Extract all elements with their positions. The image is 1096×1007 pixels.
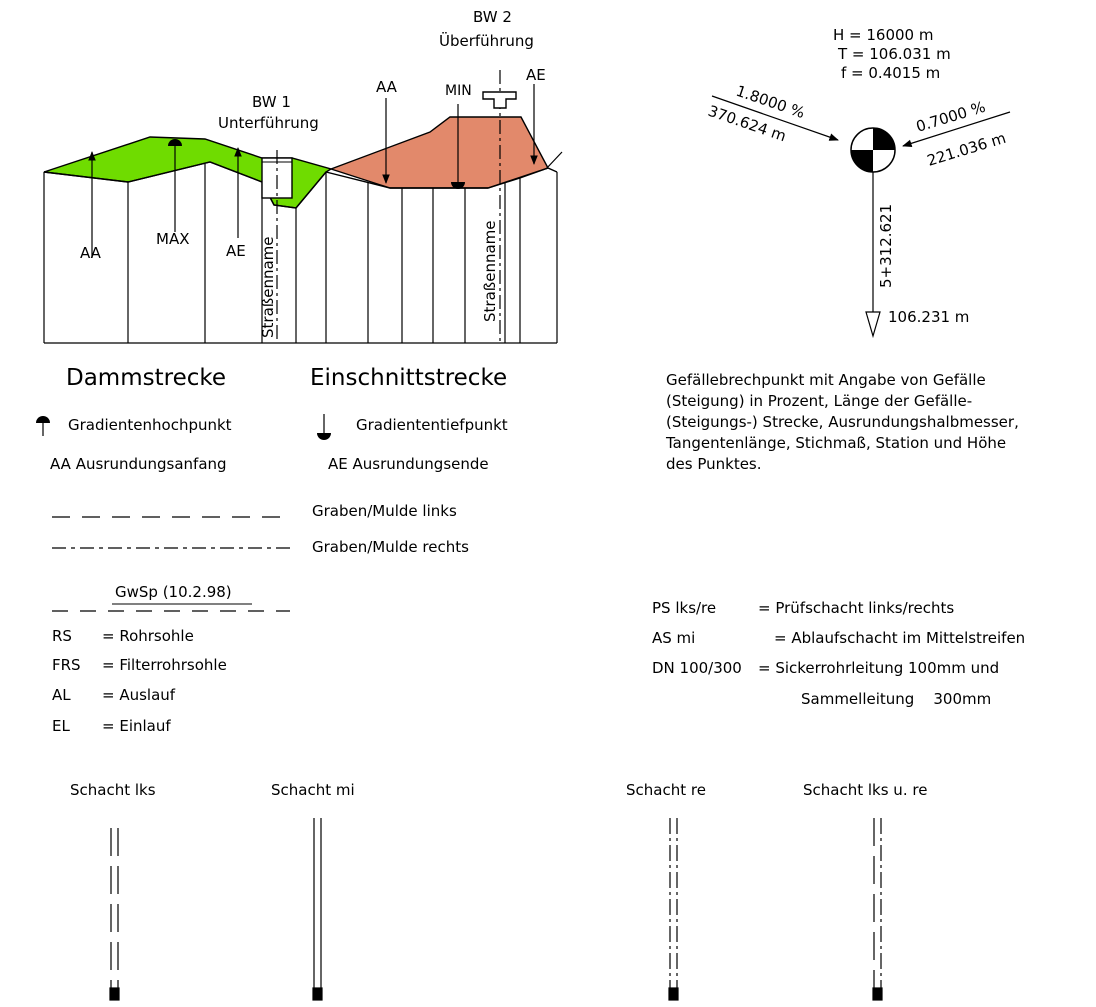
label-schacht-lks: Schacht lks [70,781,156,799]
label-f: f = 0.4015 m [841,64,940,82]
schacht-mi-symbol [312,818,323,1001]
label-height: 106.231 m [888,308,969,326]
abbrev-value: = Einlauf [102,717,171,735]
bw2-overpass-icon [482,91,517,109]
abbrev-list-right: PS lks/re = Prüfschacht links/rechts AS … [652,599,1025,708]
abbrev-value: Sammelleitung 300mm [801,690,991,708]
legend-gwsp: GwSp (10.2.98) [115,583,232,601]
label-h: H = 16000 m [833,26,933,44]
abbrev-key: RS [52,627,72,645]
abbrev-key: DN 100/300 [652,659,742,677]
legend-aa: AA Ausrundungsanfang [50,455,227,473]
hochpunkt-icon [36,416,50,436]
abbrev-value: = Ablaufschacht im Mittelstreifen [774,629,1025,647]
description-line: (Steigungs-) Strecke, Ausrundungshalbmes… [666,413,1019,431]
label-street-left: Straßenname [259,237,277,338]
label-station: 5+312.621 [877,204,895,288]
min-marker-icon [451,182,465,189]
label-t: T = 106.031 m [837,45,951,63]
legend-hochpunkt: Gradientenhochpunkt [68,416,232,434]
description-line: Tangentenlänge, Stichmaß, Station und Hö… [665,434,1006,452]
abbrev-value: = Auslauf [102,686,176,704]
longitudinal-profile [43,70,563,344]
label-max: MAX [156,230,189,248]
abbrev-value: = Filterrohrsohle [102,656,227,674]
legend-ae: AE Ausrundungsende [328,455,489,473]
description-line: Gefällebrechpunkt mit Angabe von Gefälle [666,371,986,389]
label-bw1-line1: BW 1 [252,93,291,111]
abbrev-value: = Prüfschacht links/rechts [758,599,954,617]
label-dammstrecke: Dammstrecke [66,365,226,391]
legend-graben-links: Graben/Mulde links [312,502,457,520]
label-bw2-line1: BW 2 [473,8,512,26]
label-min: MIN [445,83,472,99]
abbrev-key: AL [52,686,71,704]
gradient-break-symbol [711,95,1011,339]
legend-graben-rechts: Graben/Mulde rechts [312,538,469,556]
abbrev-key: FRS [52,656,81,674]
label-einschnittstrecke: Einschnittstrecke [310,365,507,391]
legend-tiefpunkt: Gradiententiefpunkt [356,416,508,434]
label-right-pct: 0.7000 % [914,98,988,136]
label-ae-left: AE [226,242,246,260]
label-schacht-lks-re: Schacht lks u. re [803,781,927,799]
description-line: des Punktes. [666,455,762,473]
label-schacht-mi: Schacht mi [271,781,355,799]
label-bw2-line2: Überführung [439,31,534,50]
abbrev-list-left: RS = Rohrsohle FRS = Filterrohrsohle AL … [52,627,227,735]
abbrev-value: = Sickerrohrleitung 100mm und [758,659,999,677]
label-aa-left: AA [80,244,102,262]
abbrev-key: EL [52,717,70,735]
abbrev-value: = Rohrsohle [102,627,194,645]
schacht-lks-re-symbol [872,818,883,1001]
cut-area [328,116,549,189]
abbrev-key: AS mi [652,629,695,647]
gradient-description: Gefällebrechpunkt mit Angabe von Gefälle… [665,371,1019,473]
abbrev-key: PS lks/re [652,599,716,617]
label-ae-right: AE [526,66,546,84]
label-aa-right: AA [376,78,398,96]
label-bw1-line2: Unterführung [218,114,319,132]
schacht-re-symbol [668,818,679,1001]
description-line: (Steigung) in Prozent, Länge der Gefälle… [666,392,972,410]
max-marker-icon [168,139,182,146]
label-schacht-re: Schacht re [626,781,706,799]
label-street-right: Straßenname [481,221,499,322]
schacht-lks-symbol [109,828,120,1001]
tiefpunkt-icon [317,414,331,440]
